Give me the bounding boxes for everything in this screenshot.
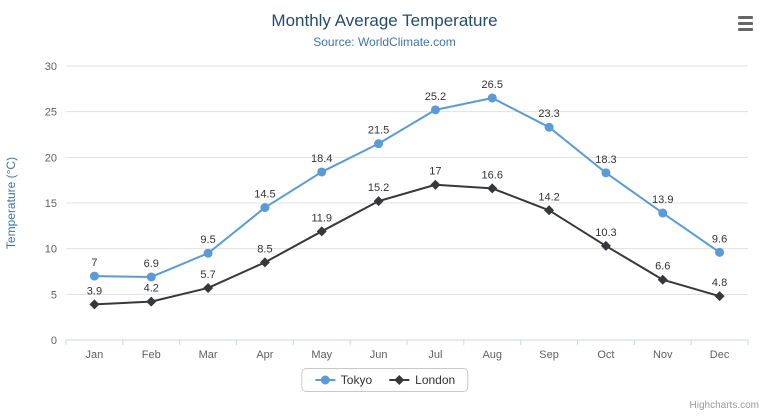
data-label-london: 10.3 — [595, 227, 616, 239]
data-point-tokyo[interactable] — [430, 105, 440, 115]
data-label-tokyo: 21.5 — [368, 125, 389, 137]
data-label-tokyo: 7 — [91, 257, 97, 269]
y-axis-tick-label: 20 — [45, 152, 57, 164]
data-point-london[interactable] — [487, 183, 498, 194]
data-point-london[interactable] — [203, 282, 214, 293]
data-point-tokyo[interactable] — [544, 122, 554, 132]
y-axis-tick-label: 15 — [45, 198, 57, 210]
data-label-london: 14.2 — [538, 191, 559, 203]
data-label-london: 4.8 — [712, 277, 727, 289]
legend-item-london[interactable]: London — [388, 373, 455, 387]
data-label-tokyo: 13.9 — [652, 194, 673, 206]
data-point-london[interactable] — [373, 196, 384, 207]
y-axis-tick-label: 5 — [51, 289, 57, 301]
data-label-tokyo: 26.5 — [482, 79, 503, 91]
data-point-tokyo[interactable] — [715, 247, 725, 257]
hamburger-bar — [737, 15, 753, 19]
data-label-london: 3.9 — [87, 285, 102, 297]
data-point-london[interactable] — [259, 257, 270, 268]
data-point-london[interactable] — [544, 205, 555, 216]
y-axis-title: Temperature (°C) — [4, 157, 18, 249]
x-axis-label: May — [311, 349, 332, 361]
data-label-london: 6.6 — [655, 261, 670, 273]
x-axis-label: Oct — [597, 349, 614, 361]
data-point-tokyo[interactable] — [658, 208, 668, 218]
circle-marker-icon — [314, 375, 335, 385]
diamond-marker-icon — [389, 375, 410, 385]
y-axis-tick-label: 10 — [45, 244, 57, 256]
data-point-tokyo[interactable] — [89, 271, 99, 281]
data-label-tokyo: 6.9 — [144, 258, 159, 270]
chart-subtitle: Source: WorldClimate.com — [313, 35, 456, 49]
credits-link[interactable]: Highcharts.com — [689, 400, 759, 411]
data-label-london: 16.6 — [482, 169, 503, 181]
data-point-tokyo[interactable] — [601, 168, 611, 178]
x-axis-label: Apr — [256, 349, 273, 361]
data-point-tokyo[interactable] — [203, 248, 213, 258]
y-axis-tick-label: 0 — [51, 335, 57, 347]
x-axis-label: Dec — [710, 349, 730, 361]
data-label-tokyo: 9.6 — [712, 233, 727, 245]
data-label-tokyo: 9.5 — [200, 234, 215, 246]
data-point-tokyo[interactable] — [260, 203, 270, 213]
x-axis-label: Feb — [142, 349, 161, 361]
data-label-tokyo: 25.2 — [425, 91, 446, 103]
x-axis-label: Jan — [86, 349, 104, 361]
y-axis-tick-label: 30 — [45, 61, 57, 73]
data-point-london[interactable] — [89, 299, 100, 310]
data-label-london: 11.9 — [311, 212, 332, 224]
data-point-tokyo[interactable] — [317, 167, 327, 177]
data-label-london: 4.2 — [144, 283, 159, 295]
x-axis-label: Aug — [482, 349, 502, 361]
data-label-london: 8.5 — [257, 243, 272, 255]
data-point-tokyo[interactable] — [487, 93, 497, 103]
legend-label-london: London — [415, 373, 456, 387]
x-axis-label: Jun — [370, 349, 388, 361]
data-point-london[interactable] — [657, 274, 668, 285]
legend-label-tokyo: Tokyo — [340, 373, 373, 387]
x-axis-label: Sep — [539, 349, 559, 361]
data-label-tokyo: 23.3 — [538, 108, 559, 120]
data-point-tokyo[interactable] — [146, 272, 156, 282]
chart-title: Monthly Average Temperature — [271, 11, 498, 30]
x-axis-label: Nov — [653, 349, 673, 361]
hamburger-menu-icon[interactable] — [733, 13, 757, 33]
series-line-tokyo — [93, 96, 721, 278]
x-axis-label: Mar — [199, 349, 218, 361]
data-label-tokyo: 18.3 — [595, 154, 616, 166]
data-point-london[interactable] — [714, 291, 725, 302]
data-point-london[interactable] — [430, 179, 441, 190]
series-line-london — [93, 183, 721, 306]
data-point-tokyo[interactable] — [374, 139, 384, 149]
data-point-london[interactable] — [316, 226, 327, 237]
data-label-tokyo: 18.4 — [311, 153, 332, 165]
hamburger-bar — [737, 27, 753, 31]
hamburger-bar — [737, 21, 753, 25]
x-axis-label: Jul — [428, 349, 442, 361]
legend-item-tokyo[interactable]: Tokyo — [314, 373, 372, 387]
data-label-london: 15.2 — [368, 182, 389, 194]
data-point-london[interactable] — [600, 240, 611, 251]
data-label-london: 5.7 — [200, 269, 215, 281]
data-point-london[interactable] — [146, 296, 157, 307]
y-axis-tick-label: 25 — [45, 107, 57, 119]
data-label-tokyo: 14.5 — [254, 189, 275, 201]
legend: Tokyo London — [300, 368, 469, 392]
data-label-london: 17 — [429, 166, 441, 178]
